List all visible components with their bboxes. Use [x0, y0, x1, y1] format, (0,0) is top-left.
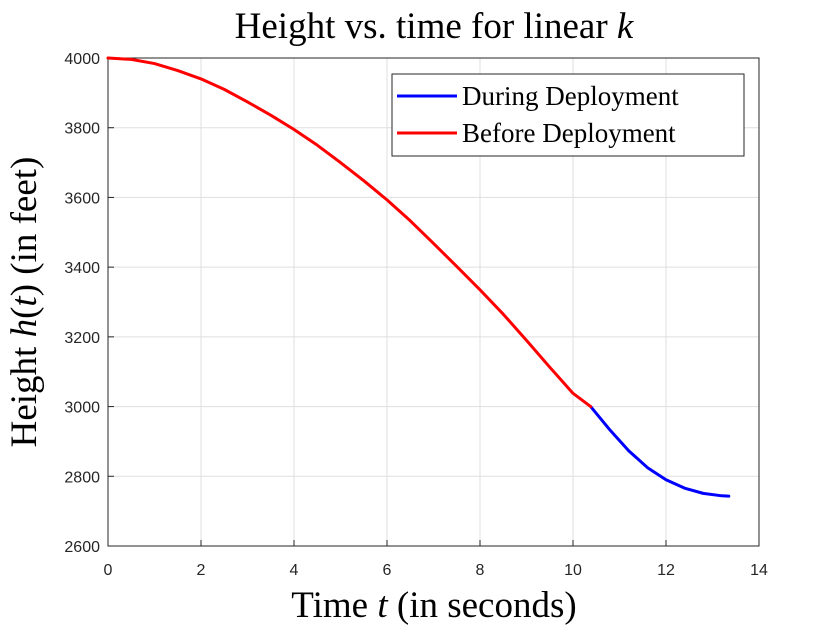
y-tick-label: 3600: [64, 190, 100, 207]
x-tick-label: 8: [476, 562, 485, 579]
plot-area-frame: [107, 57, 760, 547]
y-tick-label: 4000: [64, 51, 100, 68]
x-tick-label: 6: [383, 562, 392, 579]
legend-label-before-deployment: Before Deployment: [462, 118, 676, 148]
x-tick-label: 2: [197, 562, 206, 579]
legend: During Deployment Before Deployment: [391, 73, 745, 157]
x-tick-label: 0: [104, 562, 113, 579]
y-tick-label: 2800: [64, 469, 100, 486]
series-lines: [106, 56, 731, 498]
y-tick-label: 3200: [64, 330, 100, 347]
y-tick-label: 3800: [64, 121, 100, 138]
x-tick-label: 14: [750, 562, 768, 579]
y-tick-label: 2600: [64, 539, 100, 556]
legend-label-during-deployment: During Deployment: [462, 81, 679, 111]
series-line-during-deployment: [589, 405, 731, 498]
y-tick-label: 3000: [64, 400, 100, 417]
x-tick-label: 4: [290, 562, 299, 579]
series-line-before-deployment: [106, 56, 593, 409]
y-tick-label: 3400: [64, 260, 100, 277]
axis-ticks: 0 2 4 6 8 10 12 14 2600 2800 3000 3200 3400 3600 3800 4…: [64, 51, 768, 579]
chart-title: Height vs. time for linear k: [235, 6, 634, 47]
x-axis-label: Time t (in seconds): [291, 585, 576, 626]
x-tick-label: 12: [657, 562, 675, 579]
y-axis-label: Height h(t) (in feet): [4, 157, 45, 448]
x-tick-label: 10: [564, 562, 582, 579]
legend-box: [391, 73, 745, 157]
